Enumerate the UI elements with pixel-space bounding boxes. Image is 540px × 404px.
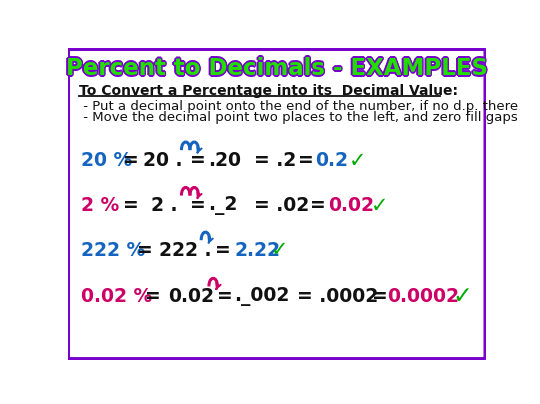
Text: =: =: [310, 196, 326, 215]
Text: Percent to Decimals - EXAMPLES: Percent to Decimals - EXAMPLES: [66, 56, 488, 79]
Text: ✓: ✓: [271, 240, 289, 260]
Text: To Convert a Percentage into its  Decimal Value:: To Convert a Percentage into its Decimal…: [79, 84, 458, 98]
Text: Percent to Decimals - EXAMPLES: Percent to Decimals - EXAMPLES: [68, 57, 489, 80]
Text: =: =: [145, 287, 161, 306]
Text: 0.0002: 0.0002: [388, 287, 460, 306]
Text: = .0002: = .0002: [297, 287, 378, 306]
Text: 2 .: 2 .: [151, 196, 178, 215]
Text: Percent to Decimals - EXAMPLES: Percent to Decimals - EXAMPLES: [66, 58, 489, 81]
Text: 222 %: 222 %: [82, 241, 146, 260]
Text: Percent to Decimals - EXAMPLES: Percent to Decimals - EXAMPLES: [66, 57, 488, 80]
Text: 0.02 %: 0.02 %: [82, 287, 153, 306]
Text: Percent to Decimals - EXAMPLES: Percent to Decimals - EXAMPLES: [66, 57, 489, 80]
Text: - Move the decimal point two places to the left, and zero fill gaps: - Move the decimal point two places to t…: [79, 111, 518, 124]
Text: Percent to Decimals - EXAMPLES: Percent to Decimals - EXAMPLES: [66, 56, 489, 79]
Text: =: =: [215, 241, 231, 260]
Text: ._002: ._002: [234, 287, 289, 306]
FancyBboxPatch shape: [68, 49, 485, 359]
Text: Percent to Decimals - EXAMPLES: Percent to Decimals - EXAMPLES: [65, 57, 487, 80]
Text: - Put a decimal point onto the end of the number, if no d.p. there: - Put a decimal point onto the end of th…: [79, 100, 518, 113]
Text: 20 %: 20 %: [82, 152, 133, 170]
Text: ✓: ✓: [453, 284, 472, 308]
Text: Percent to Decimals - EXAMPLES: Percent to Decimals - EXAMPLES: [64, 57, 486, 80]
Text: =: =: [137, 241, 153, 260]
Text: 2.22: 2.22: [234, 241, 280, 260]
Text: =: =: [217, 287, 233, 306]
Text: ✓: ✓: [349, 151, 366, 171]
Text: 0.02: 0.02: [168, 287, 214, 306]
Text: 20 .: 20 .: [144, 152, 183, 170]
Text: Percent to Decimals - EXAMPLES: Percent to Decimals - EXAMPLES: [66, 59, 488, 82]
Text: Percent to Decimals - EXAMPLES: Percent to Decimals - EXAMPLES: [65, 58, 487, 81]
Text: 0.02: 0.02: [328, 196, 374, 215]
Text: ✓: ✓: [372, 196, 389, 216]
Text: = .02: = .02: [253, 196, 309, 215]
Text: Percent to Decimals - EXAMPLES: Percent to Decimals - EXAMPLES: [65, 56, 487, 79]
Text: =: =: [123, 196, 139, 215]
Text: = .2: = .2: [253, 152, 296, 170]
Text: =: =: [190, 196, 206, 215]
Text: =: =: [190, 152, 206, 170]
Text: Percent to Decimals - EXAMPLES: Percent to Decimals - EXAMPLES: [66, 58, 488, 81]
Text: .20: .20: [208, 152, 241, 170]
Text: =: =: [299, 152, 314, 170]
Text: 0.2: 0.2: [315, 152, 348, 170]
Text: 222 .: 222 .: [159, 241, 212, 260]
Text: 2 %: 2 %: [82, 196, 120, 215]
Text: ._2: ._2: [208, 196, 238, 215]
Text: =: =: [372, 287, 388, 306]
Text: =: =: [123, 152, 139, 170]
Text: Percent to Decimals - EXAMPLES: Percent to Decimals - EXAMPLES: [66, 55, 488, 78]
